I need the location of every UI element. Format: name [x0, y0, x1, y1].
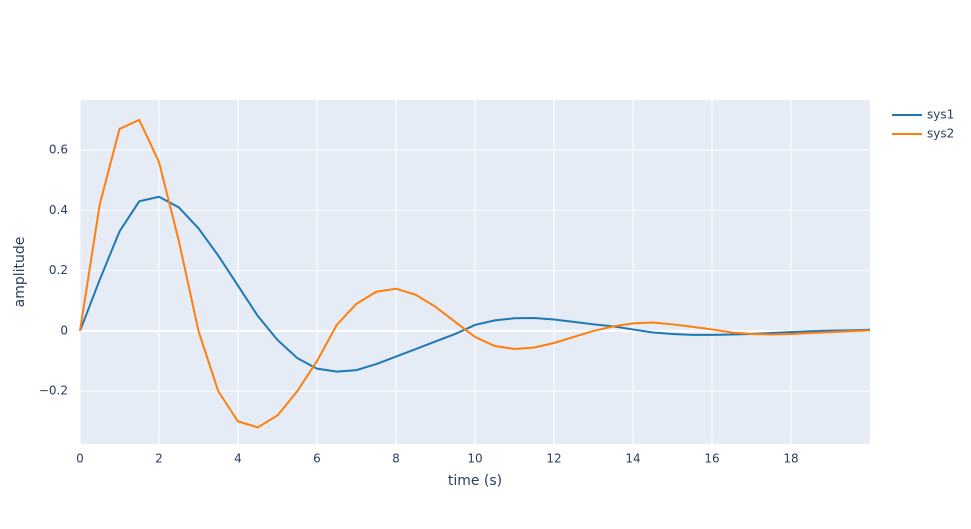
x-tick-label: 8 — [392, 452, 400, 466]
legend-label: sys2 — [927, 127, 954, 141]
y-tick-label: −0.2 — [39, 384, 68, 398]
series-line — [79, 195, 871, 373]
x-tick-label: 6 — [313, 452, 321, 466]
x-tick-label: 0 — [76, 452, 84, 466]
x-tick-label: 10 — [467, 452, 482, 466]
x-tick-label: 4 — [234, 452, 242, 466]
y-tick-label: 0.2 — [49, 263, 68, 277]
y-axis-title: amplitude — [12, 237, 28, 308]
legend-label: sys1 — [927, 108, 954, 122]
y-tick-label: 0.4 — [49, 203, 68, 217]
y-tick-label: 0.6 — [49, 143, 68, 157]
x-tick-label: 18 — [783, 452, 798, 466]
x-tick-label: 12 — [546, 452, 561, 466]
x-tick-label: 14 — [625, 452, 640, 466]
x-tick-label: 16 — [704, 452, 719, 466]
x-axis-title: time (s) — [448, 473, 502, 489]
series-line — [79, 118, 871, 429]
x-tick-label: 2 — [155, 452, 163, 466]
y-tick-label: 0 — [60, 323, 68, 337]
